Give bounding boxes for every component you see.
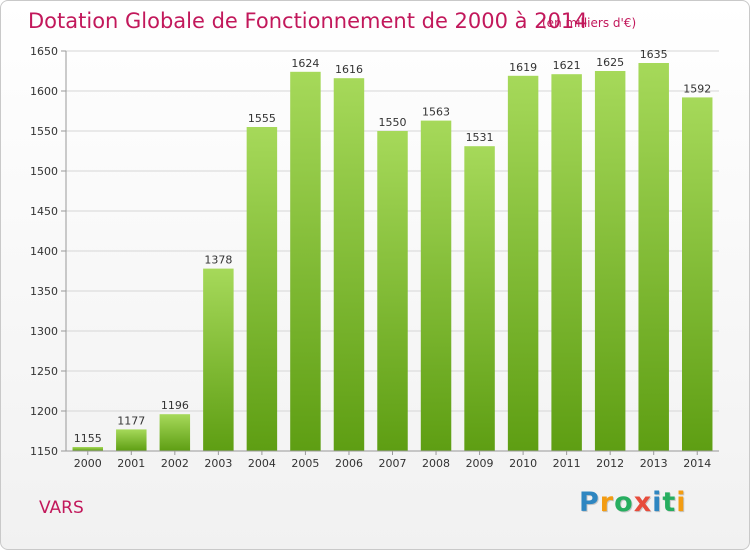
y-tick-label: 1400 bbox=[30, 245, 58, 258]
chart-title: Dotation Globale de Fonctionnement de 20… bbox=[28, 9, 588, 33]
x-tick-label: 2011 bbox=[553, 457, 581, 470]
y-tick-label: 1550 bbox=[30, 125, 58, 138]
bar-value-label: 1635 bbox=[640, 48, 668, 61]
bar bbox=[551, 74, 582, 451]
bar-value-label: 1563 bbox=[422, 106, 450, 119]
x-tick-label: 2005 bbox=[291, 457, 319, 470]
logo-letter: i bbox=[676, 487, 687, 518]
logo-letter: o bbox=[614, 487, 634, 518]
x-tick-label: 2012 bbox=[596, 457, 624, 470]
commune-name: VARS bbox=[39, 498, 84, 518]
chart-unit: (en milliers d'€) bbox=[542, 16, 637, 30]
logo-letter: i bbox=[652, 487, 663, 518]
proxiti-logo[interactable]: Proxiti bbox=[579, 487, 687, 518]
y-tick-label: 1150 bbox=[30, 445, 58, 458]
y-tick-label: 1450 bbox=[30, 205, 58, 218]
x-tick-label: 2003 bbox=[204, 457, 232, 470]
x-tick-label: 2008 bbox=[422, 457, 450, 470]
y-tick-label: 1300 bbox=[30, 325, 58, 338]
x-tick-label: 2002 bbox=[161, 457, 189, 470]
bar-value-label: 1624 bbox=[291, 57, 319, 70]
x-axis: 2000 2001 2002 2003 2004 2005 2006 2007 2008 2009… bbox=[74, 451, 711, 470]
logo-letter: P bbox=[579, 487, 600, 518]
y-tick-label: 1650 bbox=[30, 45, 58, 58]
bar-value-label: 1378 bbox=[204, 254, 232, 267]
bars bbox=[72, 63, 713, 452]
y-tick-label: 1250 bbox=[30, 365, 58, 378]
logo-letter: x bbox=[633, 487, 653, 518]
x-tick-label: 2000 bbox=[74, 457, 102, 470]
bar-value-label: 1177 bbox=[117, 414, 145, 427]
bar-value-label: 1592 bbox=[683, 82, 711, 95]
bar-value-label: 1555 bbox=[248, 112, 276, 125]
bar bbox=[377, 131, 408, 451]
bar bbox=[333, 78, 365, 451]
x-tick-label: 2009 bbox=[466, 457, 494, 470]
bar bbox=[681, 97, 713, 452]
y-tick-label: 1500 bbox=[30, 165, 58, 178]
x-tick-label: 2004 bbox=[248, 457, 276, 470]
bar bbox=[72, 447, 104, 451]
y-tick-label: 1600 bbox=[30, 85, 58, 98]
y-tick-label: 1350 bbox=[30, 285, 58, 298]
x-tick-label: 2014 bbox=[683, 457, 711, 470]
bar bbox=[464, 146, 495, 451]
bar-value-label: 1619 bbox=[509, 61, 537, 74]
bar bbox=[159, 414, 191, 451]
bar-value-label: 1196 bbox=[161, 399, 189, 412]
bar bbox=[420, 120, 452, 451]
bar bbox=[203, 268, 234, 451]
bar bbox=[507, 75, 539, 452]
bar bbox=[290, 71, 321, 452]
bar-value-label: 1625 bbox=[596, 56, 624, 69]
bar bbox=[246, 127, 278, 451]
bar-value-label: 1616 bbox=[335, 63, 363, 76]
x-tick-label: 2007 bbox=[379, 457, 407, 470]
bar-value-label: 1531 bbox=[466, 131, 494, 144]
x-tick-label: 2006 bbox=[335, 457, 363, 470]
value-labels: 1155 1177 1196 1378 1555 1624 1616 1550 1563 1531… bbox=[74, 48, 711, 445]
x-tick-label: 2001 bbox=[117, 457, 145, 470]
logo-letter: r bbox=[599, 487, 615, 518]
bar-value-label: 1550 bbox=[379, 116, 407, 129]
y-tick-label: 1200 bbox=[30, 405, 58, 418]
x-tick-label: 2010 bbox=[509, 457, 537, 470]
x-tick-label: 2013 bbox=[640, 457, 668, 470]
logo-letter: t bbox=[662, 487, 677, 518]
bar-value-label: 1155 bbox=[74, 432, 102, 445]
bar bbox=[116, 429, 147, 451]
bar-value-label: 1621 bbox=[553, 59, 581, 72]
bar bbox=[638, 63, 669, 451]
bar bbox=[594, 71, 626, 451]
